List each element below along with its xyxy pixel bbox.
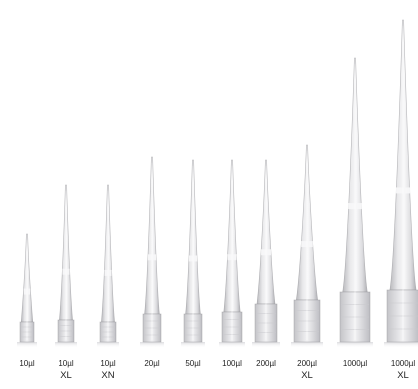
pipette-tip [55, 184, 77, 348]
pipette-tip [291, 144, 323, 348]
pipette-tip [17, 233, 37, 348]
tip-label: 10µl [4, 358, 50, 369]
pipette-tip [140, 156, 164, 348]
tip-variant-label: XL [60, 370, 72, 381]
tip-size-label: 100µl [222, 359, 242, 368]
tip-variant-label: XN [101, 370, 115, 381]
tip-label: 200µl XL [284, 358, 330, 381]
tip-size-label: 10µl [19, 359, 35, 368]
tip-label: 1000µl XL [380, 358, 418, 381]
tip-size-label: 200µl [297, 359, 317, 368]
pipette-tip [219, 159, 245, 348]
tip-size-label: 1000µl [390, 359, 416, 368]
pipette-tip [181, 159, 205, 348]
tip-variant-label: XL [397, 370, 409, 381]
tip-size-label: 200µl [256, 359, 276, 368]
tip-label: 100µl [209, 358, 255, 369]
pipette-tip [337, 57, 373, 348]
tip-size-label: 10µl [58, 359, 74, 368]
pipette-tip [97, 184, 119, 348]
pipette-tip [252, 159, 280, 348]
tip-label: 20µl [129, 358, 175, 369]
tip-label: 50µl [170, 358, 216, 369]
tip-variant-label: XL [301, 370, 313, 381]
tip-size-label: 20µl [144, 359, 160, 368]
tip-label: 10µl XL [43, 358, 89, 381]
tip-size-label: 10µl [100, 359, 116, 368]
tip-size-label: 50µl [185, 359, 201, 368]
tip-label: 10µl XN [85, 358, 131, 381]
tip-size-label: 1000µl [342, 359, 368, 368]
pipette-tip [384, 19, 418, 348]
tip-label: 1000µl [332, 358, 378, 369]
tip-label: 200µl [243, 358, 289, 369]
